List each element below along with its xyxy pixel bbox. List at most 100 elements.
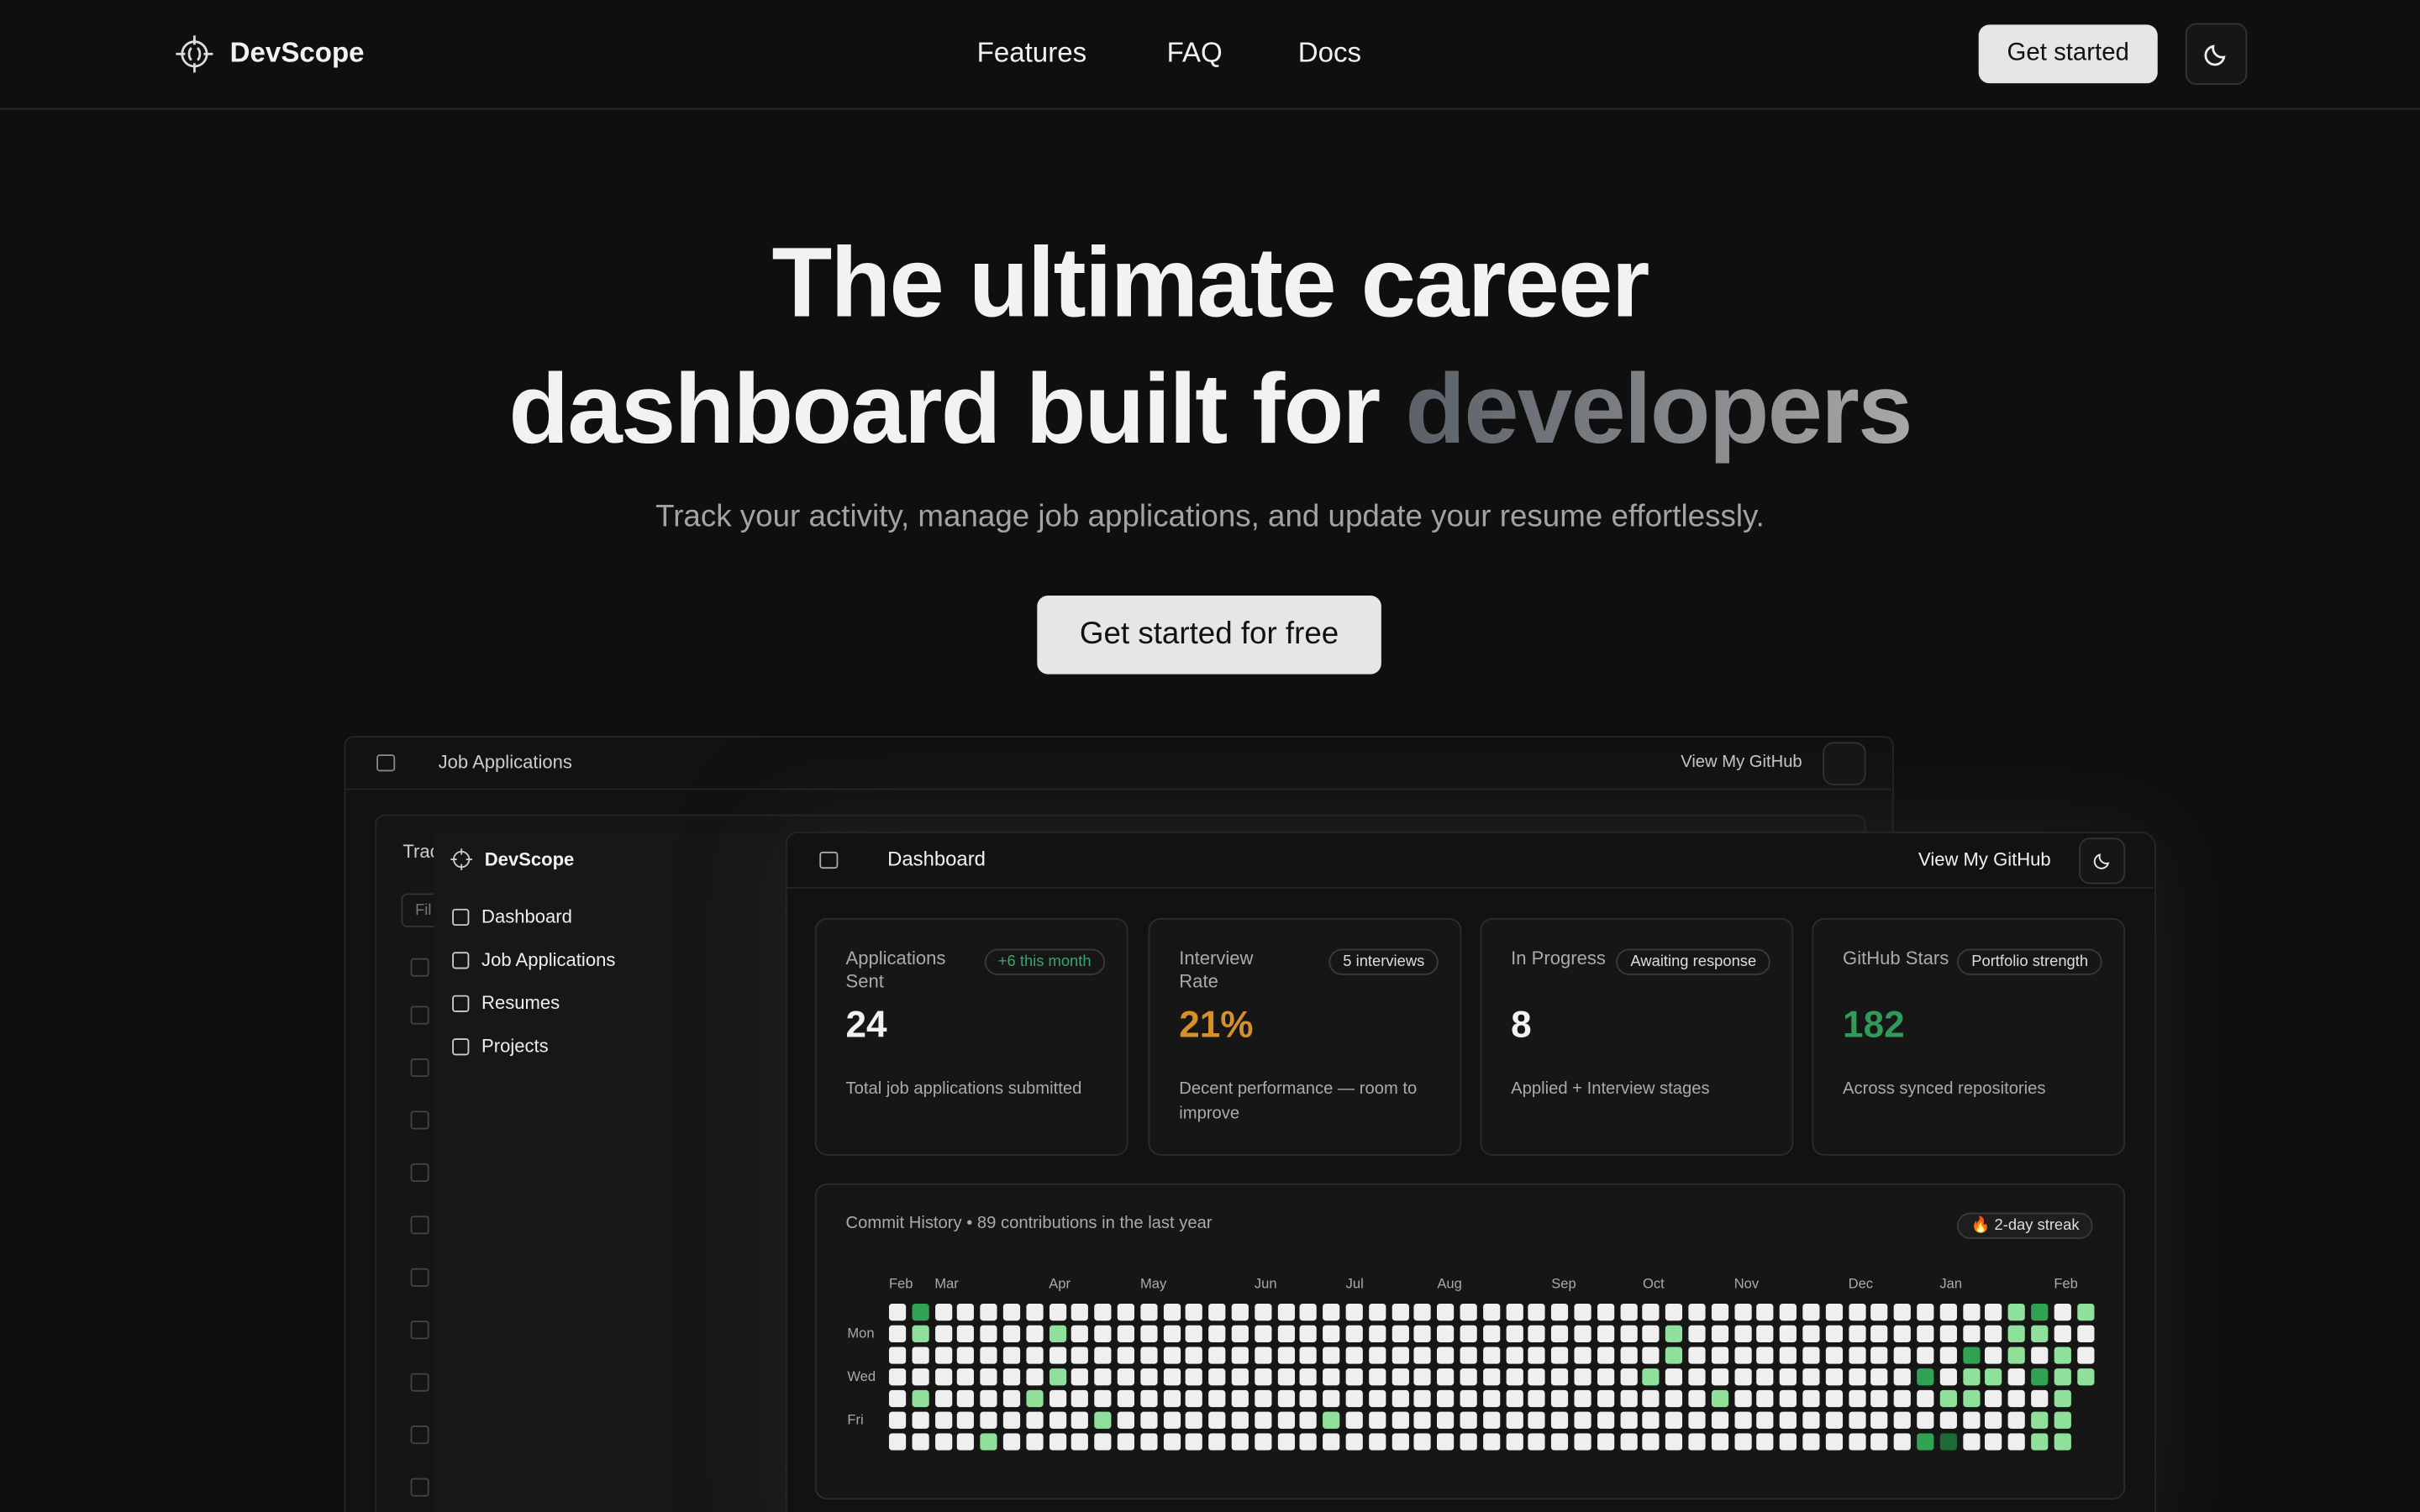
heat-cell: [888, 1347, 907, 1364]
theme-toggle[interactable]: [2185, 23, 2248, 86]
heat-cell: [1208, 1368, 1226, 1386]
heat-cell: [1049, 1368, 1066, 1386]
heat-cell: [1619, 1325, 1638, 1342]
github-link[interactable]: View My GitHub: [1918, 848, 2051, 870]
sidebar-item[interactable]: Job Applications: [481, 948, 616, 971]
heat-cell: [1026, 1411, 1044, 1429]
heat-cell: [2007, 1433, 2026, 1451]
heat-cell: [1711, 1325, 1728, 1342]
heat-cell: [1391, 1411, 1409, 1429]
heat-cell: [1825, 1368, 1843, 1386]
heat-cell: [2031, 1433, 2049, 1451]
stat-card: [814, 917, 1128, 1156]
heat-cell: [1414, 1389, 1432, 1408]
heat-cell: [1756, 1389, 1775, 1408]
heat-cell: [1071, 1347, 1089, 1364]
checkbox[interactable]: [410, 1110, 429, 1130]
heat-cell: [1437, 1304, 1455, 1321]
heat-cell: [1414, 1304, 1432, 1321]
heat-cell: [1505, 1325, 1523, 1342]
heat-cell: [1848, 1325, 1865, 1342]
heat-cell: [1277, 1368, 1295, 1386]
heat-cell: [1231, 1325, 1249, 1342]
heat-cell: [1505, 1389, 1523, 1408]
heat-cell: [1894, 1433, 1912, 1451]
nav-link[interactable]: FAQ: [1166, 37, 1223, 68]
sidebar-item[interactable]: Dashboard: [481, 906, 572, 927]
heat-cell: [1528, 1411, 1546, 1429]
heat-cell: [1002, 1411, 1021, 1429]
heat-cell: [1368, 1389, 1386, 1408]
sidebar-icon[interactable]: [376, 754, 396, 772]
heat-cell: [1939, 1411, 1957, 1429]
theme-toggle[interactable]: [1823, 742, 1866, 785]
checkbox[interactable]: [410, 1268, 429, 1287]
brand[interactable]: DevScope: [229, 37, 365, 68]
heat-cell: [912, 1325, 929, 1342]
heat-cell: [957, 1304, 975, 1321]
heat-cell: [1117, 1411, 1135, 1429]
heat-cell: [1528, 1304, 1546, 1321]
theme-toggle[interactable]: [2079, 837, 2126, 885]
hero-cta[interactable]: Get started for free: [1037, 595, 1381, 675]
checkbox[interactable]: [410, 1215, 429, 1235]
github-link[interactable]: View My GitHub: [1681, 753, 1802, 772]
heat-cell: [1071, 1411, 1089, 1429]
heat-cell: [934, 1433, 952, 1451]
heat-cell: [1505, 1347, 1523, 1364]
heat-cell: [1139, 1389, 1158, 1408]
heat-cell: [1619, 1433, 1638, 1451]
divider: [345, 788, 1891, 790]
heat-cell: [912, 1347, 929, 1364]
heat-cell: [1665, 1304, 1683, 1321]
checkbox[interactable]: [410, 1005, 429, 1025]
heat-cell: [1094, 1368, 1112, 1386]
nav-link[interactable]: Features: [976, 37, 1087, 68]
heat-cell: [1939, 1389, 1957, 1408]
checkbox[interactable]: [410, 1425, 429, 1445]
heat-cell: [1323, 1304, 1340, 1321]
checkbox[interactable]: [410, 1058, 429, 1078]
heat-cell: [934, 1347, 952, 1364]
checkbox[interactable]: [410, 958, 429, 977]
heat-cell: [1186, 1325, 1203, 1342]
heat-cell: [2031, 1389, 2049, 1408]
heat-cell: [1139, 1368, 1158, 1386]
heat-cell: [1368, 1304, 1386, 1321]
heat-cell: [1049, 1433, 1066, 1451]
heat-cell: [1825, 1304, 1843, 1321]
checkbox[interactable]: [410, 1320, 429, 1340]
checkbox[interactable]: [410, 1373, 429, 1392]
heat-cell: [1962, 1325, 1980, 1342]
heat-cell: [2007, 1347, 2026, 1364]
card-label: In Progress: [1511, 947, 1606, 969]
heat-cell: [1985, 1304, 2002, 1321]
checkbox[interactable]: [410, 1163, 429, 1182]
heat-cell: [1231, 1411, 1249, 1429]
card-label: GitHub Stars: [1843, 947, 1949, 969]
heat-cell: [1962, 1368, 1980, 1386]
cta-button[interactable]: Get started: [1978, 24, 2158, 84]
heat-cell: [1665, 1433, 1683, 1451]
heat-cell: [1894, 1389, 1912, 1408]
heat-cell: [1117, 1368, 1135, 1386]
heat-cell: [1254, 1411, 1272, 1429]
heat-cell: [1802, 1433, 1820, 1451]
heat-cell: [1300, 1368, 1318, 1386]
heat-cell: [888, 1304, 907, 1321]
card-label: Interview Rate: [1179, 947, 1254, 993]
heat-cell: [1733, 1368, 1751, 1386]
heat-cell: [1756, 1347, 1775, 1364]
heat-cell: [1894, 1411, 1912, 1429]
nav-link[interactable]: Docs: [1297, 37, 1362, 68]
heat-cell: [1300, 1304, 1318, 1321]
heat-cell: [1756, 1433, 1775, 1451]
heat-cell: [1894, 1347, 1912, 1364]
sidebar-icon[interactable]: [819, 851, 839, 869]
checkbox[interactable]: [410, 1478, 429, 1497]
heat-cell: [1711, 1433, 1728, 1451]
sidebar-item[interactable]: Projects: [481, 1035, 549, 1058]
sidebar-item[interactable]: Resumes: [481, 992, 560, 1014]
heat-cell: [1323, 1368, 1340, 1386]
